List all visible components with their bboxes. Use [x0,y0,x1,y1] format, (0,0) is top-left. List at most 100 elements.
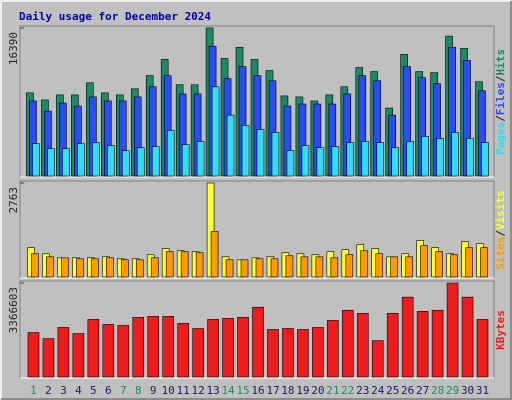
bar [120,259,129,278]
bar [150,257,159,278]
bar [327,320,339,378]
bar [465,247,473,278]
bar [360,250,369,278]
bar [207,319,219,378]
bar [286,150,295,177]
x-tick-label: 21 [326,384,339,397]
bar [346,142,355,177]
bar [435,251,443,278]
legend-entry: Hits [494,49,507,76]
x-tick-label: 23 [356,384,369,397]
x-tick-label: 10 [162,384,175,397]
bar [87,319,100,378]
bar [316,147,325,177]
bar [405,256,413,278]
x-tick-label: 24 [371,384,385,397]
bar [77,143,85,177]
bar [57,327,70,378]
legend-entry: KBytes [494,310,507,350]
bar [255,258,264,278]
x-tick-label: 13 [206,384,219,397]
bar [270,258,279,278]
bar [461,296,474,378]
bar [121,150,130,177]
x-tick-label: 18 [281,384,294,397]
bar [361,141,370,177]
bar [356,313,369,378]
legend: Sites/Visits [494,190,507,270]
bar [135,259,144,278]
bar [165,251,174,278]
x-tick-label: 9 [150,384,157,397]
bar [151,146,160,177]
bar [147,316,160,378]
chart-title: Daily usage for December 2024 [19,10,211,23]
x-tick-label: 3 [60,384,67,397]
legend: Pages/Files/Hits [494,49,507,155]
bar [76,258,84,278]
x-tick-label: 4 [75,384,82,397]
x-tick-label: 7 [120,384,127,397]
legend-separator: / [494,75,507,82]
bar [420,245,428,278]
bar [196,141,205,177]
bar [282,328,294,378]
bar [47,148,55,177]
bar [330,257,339,278]
bar [390,256,399,278]
bar [252,306,264,378]
x-tick-label: 19 [296,384,309,397]
bar [195,252,204,278]
bar [300,256,309,278]
x-tick-label: 27 [416,384,429,397]
bar [72,333,85,378]
bar [102,324,115,378]
y-tick-label: 16390 [7,32,20,65]
x-tick-label: 12 [192,384,205,397]
bar [162,316,174,378]
bar [401,296,414,378]
bar [27,332,40,378]
bar [181,144,190,177]
x-tick-label: 8 [135,384,142,397]
bar [132,317,145,378]
x-tick-label: 14 [221,384,235,397]
bar [480,247,488,278]
bar [241,125,250,177]
legend-separator: / [494,230,507,237]
bar [32,143,40,177]
bar [331,146,340,177]
x-tick-label: 22 [341,384,354,397]
x-tick-label: 31 [476,384,489,397]
bar [421,136,429,177]
bar [476,319,489,378]
bar [177,323,189,378]
x-tick-label: 5 [90,384,97,397]
bar [450,254,458,278]
bar [31,253,39,278]
x-tick-label: 16 [251,384,264,397]
bar [416,311,429,378]
bar [267,329,279,378]
bar [451,132,459,177]
legend-separator: / [494,115,507,122]
bar [225,259,234,278]
bar [285,255,294,278]
bar [386,313,399,378]
bar [206,182,215,278]
bar [222,318,234,378]
bar [376,142,385,177]
bar [117,325,130,378]
x-tick-label: 6 [105,384,112,397]
bar [391,147,400,177]
bar [431,309,444,378]
bar [240,259,249,278]
legend-entry: Visits [494,190,507,230]
legend-entry: Sites [494,237,507,270]
bar [61,257,69,278]
bar [375,253,384,278]
bar [312,327,324,378]
x-tick-label: 30 [461,384,474,397]
